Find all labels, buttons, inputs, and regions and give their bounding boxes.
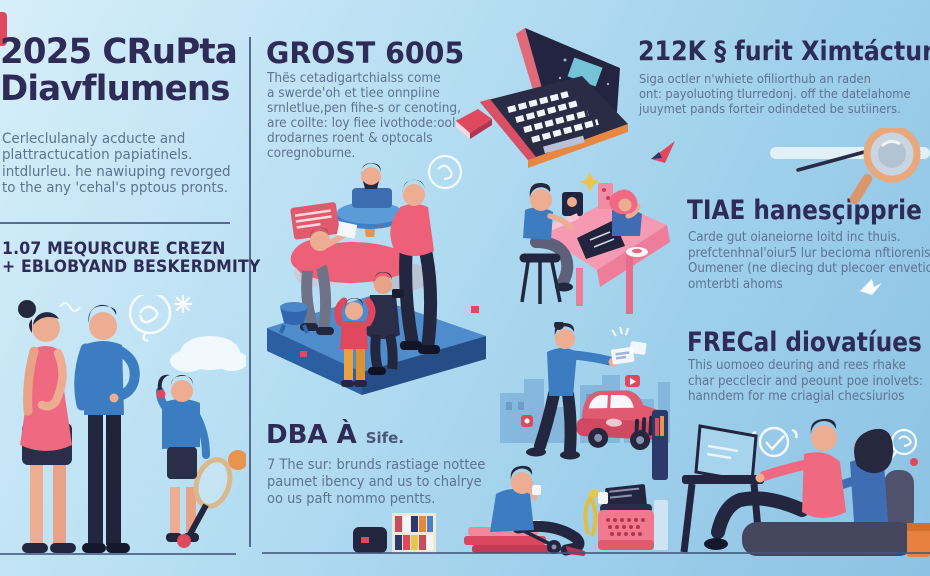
tiae-line: Carde gut oianeiorne loitd inc thuis. — [688, 230, 901, 245]
k212-line: juuymet pands forteir odindeted be sutii… — [639, 102, 901, 118]
scribble-circle-icon — [427, 155, 463, 190]
intro-line: intdlurleu. he nawiuping revorged — [2, 163, 231, 180]
tiae-paragraph: Carde gut oianeiorne loitd inc thuis. pr… — [688, 230, 930, 292]
page-title: 2025 CRuPta Diavflumens — [0, 32, 238, 109]
grost-line: drodarnes roent & optocals — [267, 130, 433, 147]
grost-line: are coilte: loy fiee ivothode:ools — [267, 115, 462, 132]
frecal-heading: FRECal diovatíues — [687, 327, 922, 358]
bird-icon — [860, 279, 882, 295]
page-title-line1: 2025 CRuPta — [0, 32, 238, 72]
vertical-divider — [249, 37, 251, 547]
intro-line: Cerleclulanaly acducte and — [2, 131, 186, 147]
dba-heading-suffix: Sife. — [365, 429, 405, 447]
k212-line: ont: payoluoting tlurredonj. off the dat… — [639, 87, 911, 103]
tiae-line: Oumener (ne diecing dut plecoer envetio'… — [688, 261, 930, 277]
speech-bubble-icon — [890, 428, 918, 460]
side-table — [682, 475, 764, 484]
figure-desk-left — [519, 183, 575, 304]
red-car — [576, 390, 665, 451]
k212-paragraph: Siga octler n'whiete ofiliorthub an rade… — [639, 72, 911, 118]
platform-illustration — [267, 155, 486, 395]
orange-box — [907, 523, 930, 557]
stat-heading: 1.07 MEQURCURE CREZN + EBLOBYAND BESKERD… — [2, 240, 260, 275]
figure-standing — [390, 179, 440, 354]
grost-line: Thës cetadigartchialss come — [267, 70, 441, 86]
figure-mother — [18, 300, 76, 553]
couch-backrest — [884, 470, 914, 532]
edge-red-mark — [0, 12, 7, 46]
dba-heading: DBA À Sife. — [266, 420, 404, 450]
floating-book-icon — [456, 109, 492, 139]
sparkle-icon — [611, 326, 629, 337]
desk-illustration — [519, 172, 670, 314]
ground-line-right — [262, 552, 930, 554]
dba-paragraph: 7 The sur: brunds rastiage nottee paumet… — [267, 457, 485, 509]
couch-laptop — [694, 424, 758, 484]
couch-seat — [742, 522, 914, 556]
figure-desk-right — [609, 189, 642, 236]
laptop-illustration — [480, 28, 628, 168]
blue-cup — [279, 302, 309, 334]
figure-reader — [490, 465, 586, 556]
asterisk-icon — [173, 295, 193, 314]
typewriter-illustration — [464, 465, 668, 556]
car-illustration — [500, 322, 670, 460]
bag — [353, 527, 387, 553]
cloud-icon — [170, 336, 246, 372]
figure-photographer — [366, 272, 404, 375]
left-column-divider — [0, 222, 230, 224]
k212-stat-heading: 212K § furit Ximtácturey — [638, 36, 930, 67]
typewriter — [598, 484, 668, 550]
family-illustration — [18, 295, 246, 553]
book-crate — [392, 513, 436, 553]
tiae-heading: TIAE hanesçipprie — [687, 195, 922, 226]
bookshelf-illustration — [353, 513, 436, 553]
dba-line: paumet ibency and us to chalrye — [267, 474, 482, 491]
figure-father — [74, 304, 140, 553]
intro-line: to the any 'cehal's pptous pronts. — [2, 179, 229, 196]
figure-child — [334, 297, 376, 387]
grost-heading: GROST 6005 — [266, 36, 465, 70]
k212-line: Siga octler n'whiete ofiliorthub an rade… — [639, 72, 871, 87]
paper-plane-icon — [651, 141, 675, 163]
frecal-line: hanndem for me criagial checsiurios — [688, 389, 905, 405]
grost-line: a swerde'oh et tiee onnpiine — [267, 85, 440, 102]
figure-couch-man — [704, 418, 846, 550]
star-icon — [580, 172, 600, 192]
frecal-line: This uomoeo deuring and rees rhake — [688, 358, 906, 373]
plant — [583, 495, 598, 537]
tiae-line: prefctenhnal'oiur5 lur becioma nftioreni… — [688, 245, 930, 261]
red-sign — [290, 202, 340, 240]
grost-line: srnletlue,pen fihe-s or cenoting, — [267, 100, 461, 117]
tiae-line: omterbti ahoms — [688, 276, 783, 292]
page-title-line2: Diavflumens — [0, 69, 230, 109]
dba-line: 7 The sur: brunds rastiage nottee — [267, 457, 486, 473]
intro-line: plattractucation papiatinels. — [2, 147, 193, 164]
dba-line: oo us paft nommo pentts. — [267, 491, 436, 508]
frecal-paragraph: This uomoeo deuring and rees rhake char … — [688, 358, 923, 405]
clock-check-icon — [750, 426, 798, 458]
intro-paragraph: Cerleclulanaly acducte and plattractucat… — [2, 131, 231, 196]
scribble-circle-icon — [128, 295, 172, 343]
card-doodle — [610, 346, 635, 365]
frecal-line: char pecclecir and peount poe inolvets: — [688, 373, 924, 389]
grost-paragraph: Thës cetadigartchialss come a swerde'oh … — [267, 70, 462, 162]
couch-illustration — [652, 410, 930, 557]
stat-heading-line1: 1.07 MEQURCURE CREZN — [2, 239, 226, 258]
grost-line: coregnoburne. — [267, 145, 356, 162]
figure-child-racket — [156, 374, 233, 548]
figure-speaker — [352, 163, 392, 208]
ground-line-left — [0, 553, 236, 555]
magnifier-icon — [770, 128, 930, 205]
dba-heading-text: DBA À — [266, 420, 357, 450]
laptop-keyboard — [507, 91, 599, 143]
stat-heading-line2: + EBLOBYAND BESKERDMITY — [2, 256, 261, 276]
